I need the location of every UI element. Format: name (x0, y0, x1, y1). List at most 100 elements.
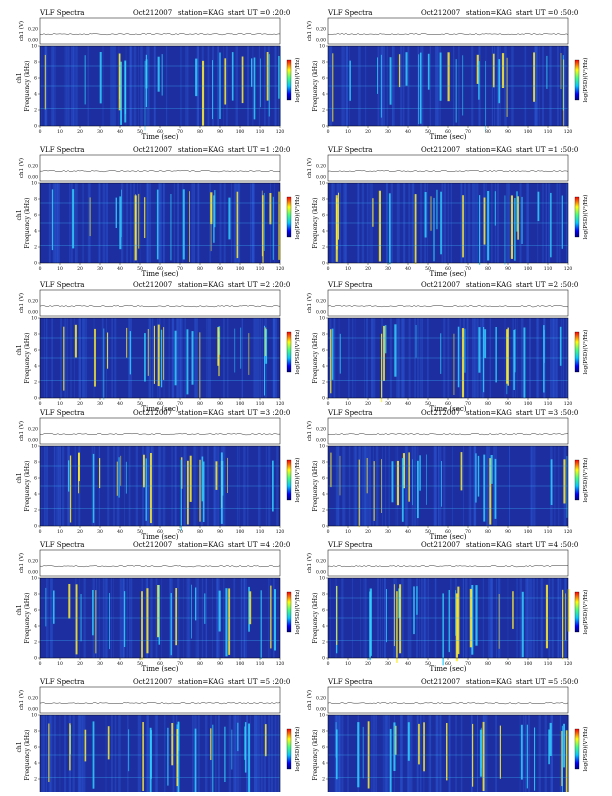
x-tick-label: 110 (544, 401, 553, 407)
spectrogram-burst (396, 591, 398, 663)
spectrogram-burst (109, 593, 110, 650)
spectrogram-noise-column (544, 715, 547, 795)
y-tick-label: 2 (322, 245, 325, 251)
spectrogram-burst (330, 452, 332, 488)
colorbar (574, 459, 580, 501)
spectrogram-burst (45, 587, 47, 627)
spectrogram-burst (563, 459, 566, 504)
spectrogram-panel-11: VLF Spectra Oct212007 station=KAG start UT … (306, 678, 589, 796)
x-tick-label: 30 (385, 129, 391, 135)
y-tick-label: 0 (34, 261, 37, 267)
spectrogram-burst (177, 721, 180, 794)
spectrogram-burst (260, 590, 262, 659)
spectrogram-burst (476, 54, 479, 84)
spectrogram-burst (175, 588, 177, 646)
spectrogram-burst (513, 330, 515, 390)
y-tick-label: 10 (31, 316, 37, 322)
y-axis-label: Frequency (kHz) (24, 332, 31, 383)
spectrogram-burst (455, 590, 456, 636)
spectrogram-noise-column (215, 715, 217, 795)
spectrogram-noise-column (218, 715, 220, 795)
spectrogram-burst (72, 189, 75, 249)
spectrogram-noise-column (164, 715, 166, 795)
spectrogram-burst (533, 52, 535, 102)
x-tick-label: 110 (544, 529, 553, 535)
x-tick-label: 10 (345, 529, 351, 535)
spectrogram-noise-column (197, 715, 200, 795)
spectrogram-heatmap (40, 578, 280, 660)
y-tick-label: 6 (322, 76, 325, 82)
spectrogram-burst (115, 197, 117, 228)
spectrogram-burst (210, 728, 212, 760)
spectrogram-burst (120, 455, 122, 486)
x-tick-label: 100 (236, 266, 245, 272)
spectrogram-noise-column (274, 715, 277, 795)
spectrogram-burst (201, 456, 204, 502)
spectrogram-burst (118, 53, 121, 111)
x-axis-label: Time (sec) (429, 405, 466, 413)
spectrogram-burst (266, 52, 269, 101)
spectrogram-burst (357, 722, 360, 788)
x-tick-label: 20 (365, 529, 371, 535)
x-tick-label: 110 (544, 661, 553, 667)
y-tick-label: 2 (34, 245, 37, 251)
header-start-time: start UT =2 :20:0 (228, 281, 290, 289)
x-tick-label: 0 (327, 661, 330, 667)
y-tick-label: 0 (34, 124, 37, 130)
y-tick-label: 2 (34, 108, 37, 114)
spectrogram-burst (377, 57, 378, 94)
spectrogram-noise-column (484, 715, 486, 795)
spectrogram-heatmap (40, 46, 281, 131)
y-axis-label: Frequency (kHz) (312, 197, 319, 248)
colorbar (574, 59, 580, 101)
spectrogram-panel-10: VLF Spectra Oct212007 station=KAG start UT … (16, 678, 301, 796)
header-station: station=KAG (178, 146, 224, 154)
spectrogram-burst (520, 724, 523, 780)
y-tick-label: 6 (322, 745, 325, 751)
spectrogram-heatmap (328, 446, 568, 528)
spectrogram-burst (373, 461, 375, 521)
x-tick-label: 60 (157, 266, 163, 272)
spectrogram-noise-column (448, 715, 451, 795)
spectrogram-burst (366, 458, 368, 494)
y-tick-label: 8 (34, 60, 37, 66)
spectrogram-burst (419, 455, 421, 491)
header-start-time: start UT =4 :20:0 (228, 541, 290, 549)
y-axis-label: Frequency (kHz) (24, 592, 31, 643)
spectrogram-burst (418, 723, 420, 765)
x-tick-label: 0 (39, 266, 42, 272)
y-tick-label: 0 (322, 124, 325, 130)
spectrogram-burst (563, 723, 565, 768)
x-tick-label: 50 (137, 401, 143, 407)
colorbar (574, 196, 580, 238)
ch1-axis-label: ch1 (V) (18, 553, 25, 573)
x-tick-label: 50 (425, 661, 431, 667)
spectrogram-noise-column (375, 715, 377, 795)
header-date: Oct212007 (421, 9, 460, 17)
spectrogram-burst (462, 195, 464, 258)
x-tick-label: 70 (465, 401, 471, 407)
spectrogram-panel-2: VLF Spectra Oct212007 station=KAG start UT … (16, 146, 301, 278)
ch1-ytick-label: 0.20 (28, 427, 38, 433)
colorbar (574, 728, 580, 770)
spectrogram-burst (562, 55, 564, 111)
spectrogram-burst (416, 586, 418, 615)
y-tick-label: 0 (322, 656, 325, 662)
header-prefix: VLF Spectra (327, 281, 372, 289)
y-axis-label: Frequency (kHz) (24, 729, 31, 780)
y-tick-label: 2 (34, 777, 37, 783)
y-tick-label: 8 (322, 460, 325, 466)
x-tick-label: 90 (217, 661, 223, 667)
x-tick-label: 80 (197, 401, 203, 407)
spectrogram-noise-column (45, 715, 48, 795)
spectrogram-burst (567, 589, 570, 632)
spectrogram-burst (128, 729, 130, 772)
spectrogram-burst (514, 329, 516, 373)
y-tick-label: 2 (34, 640, 37, 646)
spectrogram-burst (399, 584, 402, 654)
ch1-ytick-label: 0.00 (28, 438, 38, 444)
spectrogram-noise-column (63, 715, 67, 795)
spectrogram-burst (215, 461, 218, 490)
spectrogram-noise-column (59, 715, 61, 795)
colorbar-label: log(PSD)(V²/Hz) (294, 58, 301, 103)
